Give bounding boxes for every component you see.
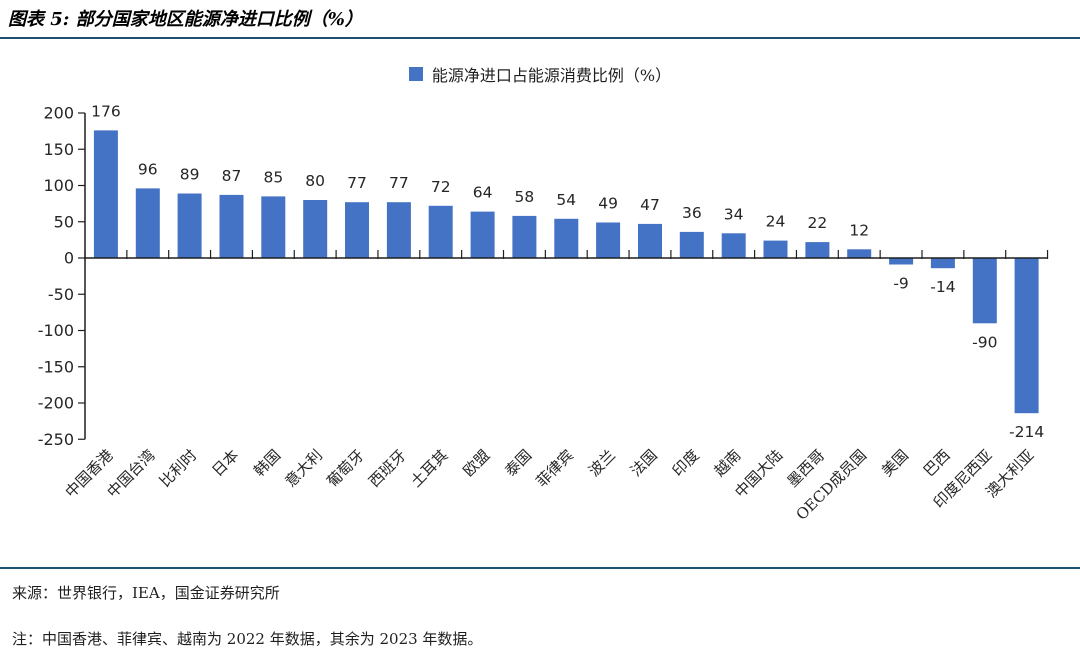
bar [847,249,872,258]
y-tick-label: 150 [43,140,74,159]
y-tick-label: 100 [43,176,74,195]
bar [303,200,328,258]
category-label: 韩国 [250,446,284,480]
y-tick-label: -250 [38,430,74,449]
bar [930,258,955,269]
bar [638,223,662,258]
bar-value-label: 77 [347,174,367,192]
bar [261,196,286,258]
category-label: 泰国 [501,446,535,480]
bar [805,242,830,258]
category-label: 日本 [208,446,242,480]
bar-value-label: -9 [893,275,908,293]
category-label: 葡萄牙 [323,446,368,491]
bar-value-label: 22 [808,214,828,232]
bar-value-label: 12 [849,221,869,239]
bar [386,202,411,258]
bar-value-label: -214 [1009,423,1044,441]
y-tick-label: -150 [38,357,74,376]
bar [554,218,579,258]
note-text: 注：中国香港、菲律宾、越南为 2022 年数据，其余为 2023 年数据。 [12,630,483,648]
bar [596,222,621,258]
y-tick-label: -50 [48,285,74,304]
bar-value-label: 54 [556,191,576,209]
bar [135,188,160,258]
legend-color-swatch [408,67,423,81]
bar-value-label: 96 [138,160,158,178]
bar [428,205,453,258]
bar-value-label: 72 [431,178,451,196]
bar [177,193,202,258]
category-label: 菲律宾 [533,446,578,491]
chart-legend: 能源净进口占能源消费比例（%） [0,62,1080,86]
bar [1014,258,1039,414]
category-label: 意大利 [281,446,326,491]
bar-value-label: 47 [640,196,660,214]
footer-rule [0,567,1080,569]
y-tick-label: 200 [43,104,74,123]
bar-value-label: -90 [972,333,997,351]
bar-value-label: 64 [473,184,493,202]
y-tick-label: 0 [64,249,74,268]
bar-value-label: 58 [515,188,535,206]
bar [721,233,746,258]
source-text: 来源：世界银行，IEA，国金证券研究所 [12,584,280,602]
bar-value-label: 24 [766,213,786,231]
bar-value-label: 77 [389,174,409,192]
category-label: 美国 [878,446,912,480]
bar-value-label: 36 [682,204,702,222]
y-tick-label: 50 [54,212,74,231]
bar [219,194,244,258]
bar-value-label: 176 [91,102,121,120]
title-rule [0,37,1080,39]
category-label: 法国 [627,446,661,480]
bar-value-label: 49 [598,195,618,213]
category-label: 印度 [669,446,703,480]
bar-value-label: -14 [930,278,955,296]
category-label: 巴西 [920,446,954,480]
category-label: 欧盟 [459,446,493,480]
bar [972,258,997,324]
category-label: 波兰 [585,446,619,480]
bar [93,130,118,258]
bar [470,211,495,258]
y-tick-label: -200 [38,394,74,413]
bar [763,240,788,258]
category-label: 土耳其 [407,446,452,491]
bar [512,215,537,258]
chart-title: 图表 5: 部分国家地区能源净进口比例（%） [8,9,363,30]
y-tick-label: -100 [38,321,74,340]
bar-value-label: 80 [305,172,325,190]
bar-value-label: 34 [724,205,744,223]
category-label: 比利时 [156,446,201,491]
bar-value-label: 89 [180,166,200,184]
category-label: 越南 [711,446,745,480]
bar [889,258,914,265]
category-label: 西班牙 [365,446,410,491]
bar [345,202,369,258]
bar-value-label: 85 [263,168,283,186]
legend-label: 能源净进口占能源消费比例（%） [431,66,672,85]
bar [679,231,704,258]
bar-value-label: 87 [222,167,242,185]
